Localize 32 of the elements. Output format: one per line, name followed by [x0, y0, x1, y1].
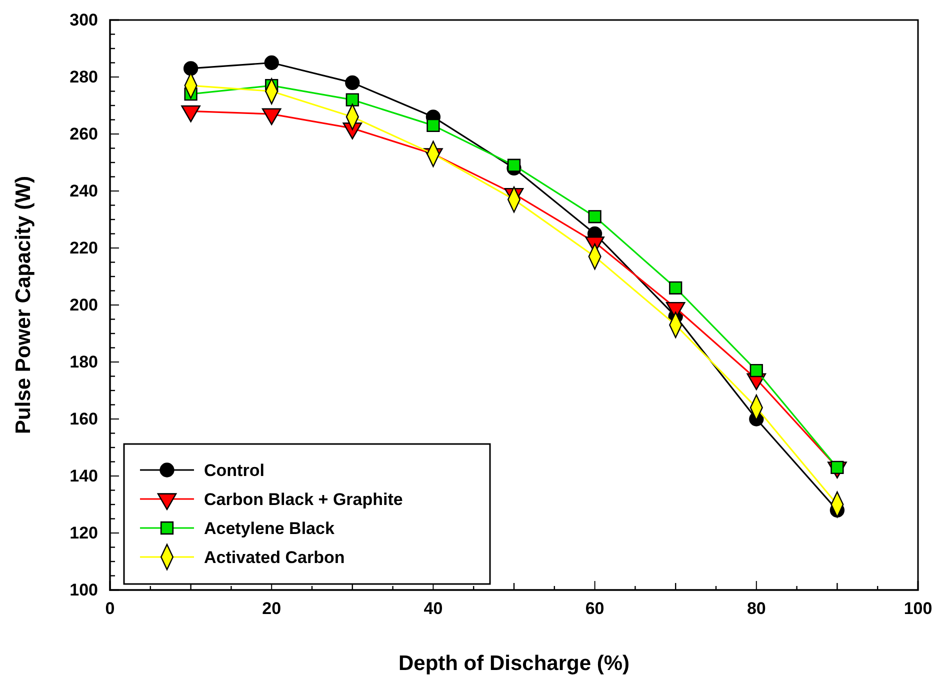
x-tick-label: 20: [262, 599, 282, 618]
y-tick-label: 120: [70, 523, 98, 542]
point: [183, 61, 198, 76]
legend-label: Acetylene Black: [204, 519, 335, 538]
y-axis-title: Pulse Power Capacity (W): [12, 176, 35, 434]
y-tick-label: 260: [70, 124, 98, 144]
x-tick-label: 60: [585, 599, 604, 618]
legend-label: Carbon Black + Graphite: [204, 490, 403, 509]
y-tick-label: 160: [70, 409, 98, 428]
x-tick-label: 80: [746, 599, 766, 618]
point: [669, 281, 682, 294]
point: [588, 210, 602, 224]
y-tick-label: 140: [70, 466, 98, 486]
point: [345, 75, 360, 90]
y-tick-label: 300: [70, 10, 98, 30]
y-tick-label: 240: [70, 181, 98, 200]
legend-label: Control: [204, 461, 264, 480]
point: [426, 118, 440, 132]
point: [264, 55, 279, 70]
y-tick-label: 180: [70, 352, 98, 372]
point: [507, 158, 521, 172]
y-tick-label: 280: [70, 67, 98, 86]
y-tick-label: 100: [70, 580, 98, 600]
y-tick-label: 200: [70, 295, 98, 314]
x-tick-label: 40: [424, 599, 443, 618]
x-axis-title: Depth of Discharge (%): [398, 652, 630, 675]
legend-label: Activated Carbon: [204, 548, 345, 567]
x-tick-label: 0: [105, 599, 115, 618]
y-tick-label: 220: [70, 238, 98, 258]
x-tick-label: 100: [904, 599, 932, 618]
point: [346, 93, 359, 106]
point: [750, 364, 763, 378]
